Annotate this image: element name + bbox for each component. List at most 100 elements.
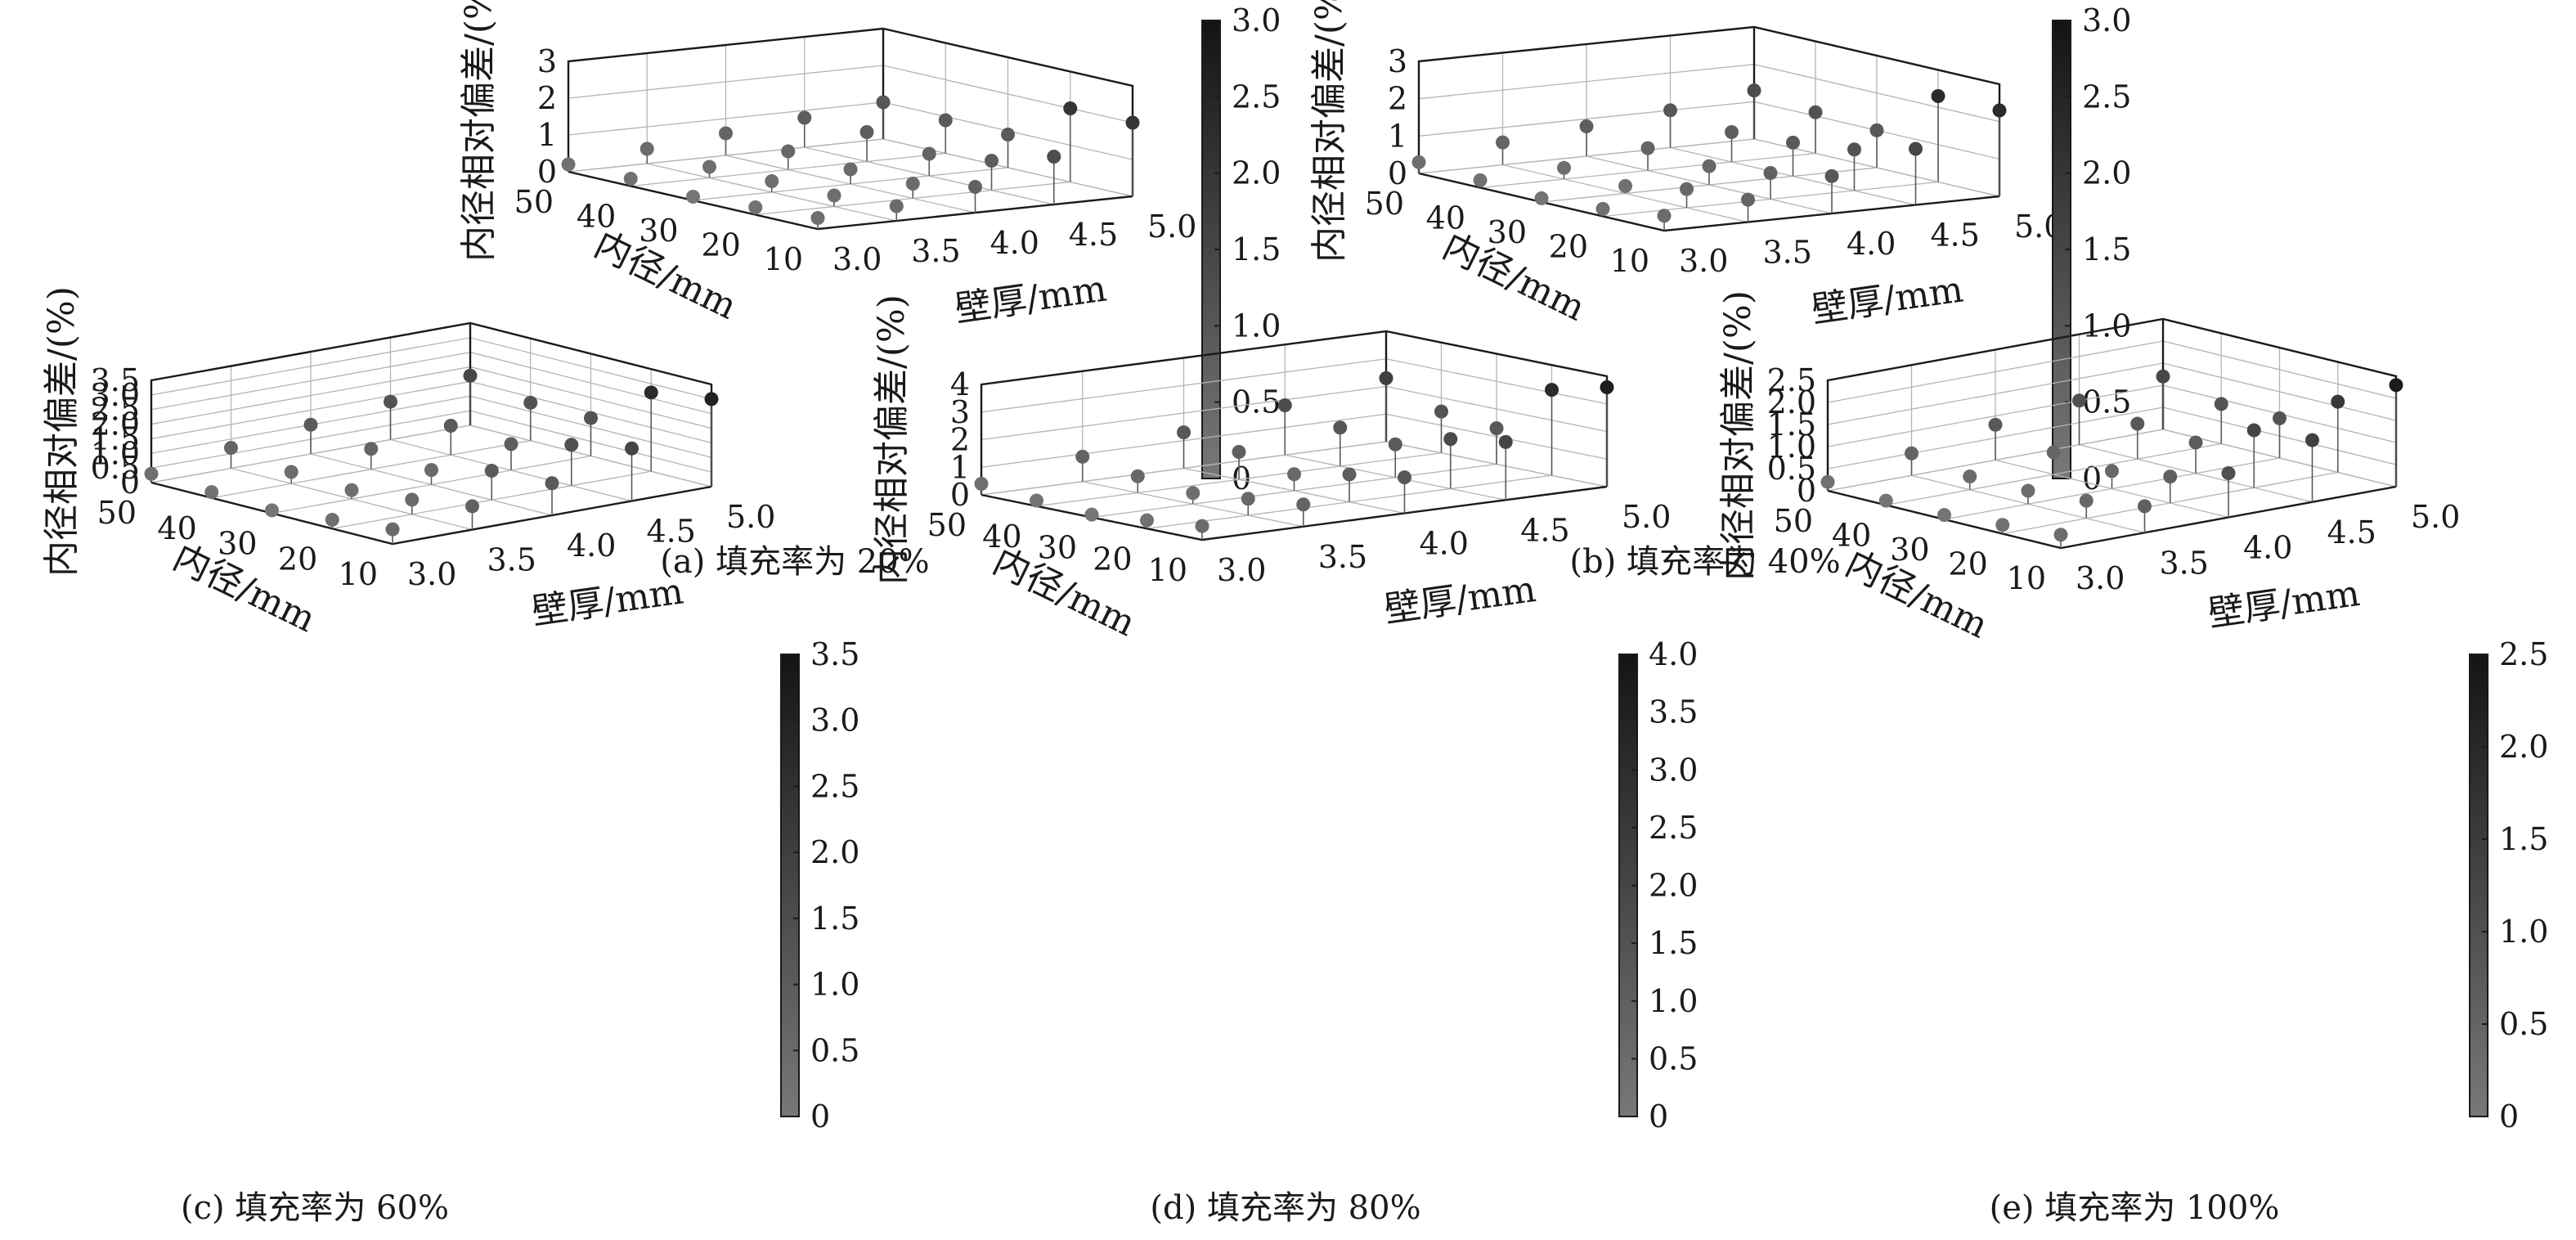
panel-caption: (a) 填充率为 20% [660, 543, 929, 581]
z-tick-label: 2.5 [91, 392, 140, 428]
colorbar-tick-label: 0.5 [1232, 384, 1281, 420]
data-points [1411, 83, 2007, 231]
colorbar-tick-label: 1.5 [1232, 231, 1281, 267]
back-walls [981, 330, 1608, 541]
data-point [2331, 394, 2345, 409]
data-point [2188, 435, 2203, 450]
data-points [1820, 369, 2403, 548]
z-tick-label: 2 [950, 422, 970, 458]
data-point [325, 513, 339, 528]
data-point [1186, 486, 1200, 501]
z-axis-label: 内径相对偏差/(%) [1717, 290, 1759, 581]
x-axis-label: 壁厚/mm [529, 570, 686, 632]
y-tick-label: 40 [1426, 200, 1465, 236]
data-point [625, 441, 639, 456]
z-tick-label: 3 [537, 43, 557, 79]
y-tick-labels: 10 20 30 40 50 [514, 184, 803, 277]
data-point [1411, 155, 1426, 169]
colorbar-tick-label: 1.0 [810, 967, 859, 1003]
z-tick-label: 1.5 [1767, 407, 1816, 443]
data-point [1618, 178, 1632, 193]
data-point [810, 211, 825, 225]
colorbar-tick-label: 1.5 [2082, 231, 2131, 267]
data-point [2053, 528, 2068, 542]
colorbar-tick-label: 2.5 [810, 768, 859, 804]
colorbar-tick-label: 1.0 [1649, 983, 1698, 1019]
data-point [2214, 397, 2228, 411]
data-point [876, 95, 891, 110]
data-points [144, 368, 719, 544]
colorbar: 00.51.01.52.02.53.0 [1201, 2, 1281, 496]
x-tick-label: 4.5 [2327, 514, 2376, 550]
z-gridline [150, 366, 712, 429]
data-point [465, 499, 479, 514]
y-tick-label: 20 [1948, 546, 1987, 582]
data-point [1963, 469, 1977, 484]
data-point [424, 463, 438, 478]
data-point [1820, 474, 1835, 489]
x-tick-labels: 3.0 3.5 4.0 4.5 5.0 [2076, 499, 2460, 596]
data-point [1763, 166, 1778, 181]
data-point [1296, 497, 1311, 512]
colorbar-gradient [1202, 20, 1220, 478]
z-gridline [568, 28, 1133, 87]
z-tick-label: 1 [537, 117, 557, 153]
x-tick-label: 3.0 [407, 556, 456, 592]
x-tick-label: 3.0 [2076, 560, 2125, 596]
y-tick-label: 50 [514, 184, 554, 220]
z-tick-label: 3.0 [91, 377, 140, 413]
data-point [1702, 159, 1717, 173]
data-point [1333, 420, 1348, 435]
data-point [443, 419, 458, 434]
y-tick-labels: 10 20 30 40 50 [927, 507, 1187, 588]
y-tick-label: 20 [1549, 229, 1588, 265]
y-tick-label: 30 [1890, 532, 1929, 568]
y-tick-label: 10 [1610, 243, 1649, 279]
z-gridline [981, 358, 1608, 413]
data-point [1030, 493, 1043, 508]
data-point [303, 417, 318, 432]
y-tick-labels: 10 20 30 40 50 [97, 495, 378, 592]
data-point [1287, 467, 1301, 482]
z-tick-label: 1.5 [91, 420, 140, 456]
colorbar: 0 0.5 1.0 1.5 2.0 2.5 3.0 3.5 4.0 [1618, 636, 1698, 1134]
y-tick-label: 10 [1148, 552, 1187, 588]
data-point [2156, 369, 2170, 384]
z-axis-label: 内径相对偏差/(%) [1308, 0, 1350, 263]
data-point [1140, 513, 1154, 528]
data-point [1600, 380, 1614, 394]
z-tick-label: 4 [950, 366, 970, 402]
z-gridline [981, 385, 1608, 441]
z-tick-label: 0.5 [1767, 451, 1816, 487]
z-tick-labels: 00.51.01.52.02.5 [1767, 362, 1816, 509]
z-gridline [568, 65, 1133, 124]
data-point [504, 437, 518, 452]
x-tick-label: 3.0 [832, 241, 882, 277]
data-point [1534, 191, 1549, 205]
data-point [523, 395, 538, 410]
colorbar-gradient [2053, 20, 2071, 478]
data-point [797, 110, 812, 125]
data-point [561, 157, 576, 172]
data-point [985, 154, 999, 168]
back-walls [1418, 26, 2000, 231]
data-point [1084, 507, 1099, 522]
data-point [1177, 425, 1191, 440]
z-tick-label: 1.0 [1767, 429, 1816, 465]
z-gridline [150, 380, 712, 444]
z-tick-label: 3 [1388, 43, 1407, 79]
colorbar-gradient [2470, 654, 2488, 1116]
y-tick-label: 20 [278, 541, 317, 577]
panel-caption: (e) 填充率为 100% [1990, 1189, 2280, 1227]
data-point [1808, 105, 1823, 119]
data-point [702, 159, 716, 174]
z-tick-label: 0 [950, 477, 970, 513]
x-tick-label: 4.5 [1931, 218, 1980, 254]
data-point [1496, 135, 1510, 150]
z-gridline [150, 352, 712, 415]
